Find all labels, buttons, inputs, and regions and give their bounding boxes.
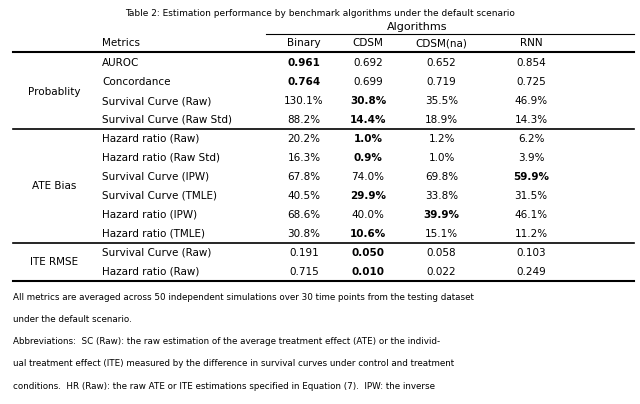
Text: 14.3%: 14.3% (515, 115, 548, 125)
Text: 67.8%: 67.8% (287, 172, 321, 182)
Text: Survival Curve (Raw): Survival Curve (Raw) (102, 248, 212, 258)
Text: Survival Curve (Raw): Survival Curve (Raw) (102, 96, 212, 106)
Text: under the default scenario.: under the default scenario. (13, 315, 132, 324)
Text: AUROC: AUROC (102, 58, 140, 68)
Text: 15.1%: 15.1% (425, 229, 458, 239)
Text: 0.103: 0.103 (516, 248, 546, 258)
Text: 0.719: 0.719 (427, 77, 456, 87)
Text: 3.9%: 3.9% (518, 153, 545, 163)
Text: ual treatment effect (ITE) measured by the difference in survival curves under c: ual treatment effect (ITE) measured by t… (13, 360, 454, 368)
Text: 0.725: 0.725 (516, 77, 546, 87)
Text: 20.2%: 20.2% (287, 134, 321, 144)
Text: 14.4%: 14.4% (349, 115, 387, 125)
Text: Probablity: Probablity (28, 86, 81, 97)
Text: ATE Bias: ATE Bias (32, 181, 77, 191)
Text: 30.8%: 30.8% (287, 229, 321, 239)
Text: 6.2%: 6.2% (518, 134, 545, 144)
Text: Survival Curve (IPW): Survival Curve (IPW) (102, 172, 209, 182)
Text: 0.854: 0.854 (516, 58, 546, 68)
Text: 46.9%: 46.9% (515, 96, 548, 106)
Text: 46.1%: 46.1% (515, 210, 548, 220)
Text: 0.010: 0.010 (351, 267, 385, 277)
Text: 30.8%: 30.8% (350, 96, 386, 106)
Text: Metrics: Metrics (102, 38, 140, 48)
Text: 1.2%: 1.2% (428, 134, 455, 144)
Text: 31.5%: 31.5% (515, 191, 548, 201)
Text: CDSM: CDSM (353, 38, 383, 48)
Text: Abbreviations:  SC (Raw): the raw estimation of the average treatment effect (AT: Abbreviations: SC (Raw): the raw estimat… (13, 337, 440, 346)
Text: 68.6%: 68.6% (287, 210, 321, 220)
Text: Concordance: Concordance (102, 77, 171, 87)
Text: Survival Curve (Raw Std): Survival Curve (Raw Std) (102, 115, 232, 125)
Text: 35.5%: 35.5% (425, 96, 458, 106)
Text: 33.8%: 33.8% (425, 191, 458, 201)
Text: 0.715: 0.715 (289, 267, 319, 277)
Text: 74.0%: 74.0% (351, 172, 385, 182)
Text: 1.0%: 1.0% (353, 134, 383, 144)
Text: 0.9%: 0.9% (353, 153, 383, 163)
Text: 16.3%: 16.3% (287, 153, 321, 163)
Text: 59.9%: 59.9% (513, 172, 549, 182)
Text: CDSM(na): CDSM(na) (415, 38, 468, 48)
Text: 0.652: 0.652 (427, 58, 456, 68)
Text: ITE RMSE: ITE RMSE (30, 257, 79, 267)
Text: 0.050: 0.050 (351, 248, 385, 258)
Text: Hazard ratio (Raw Std): Hazard ratio (Raw Std) (102, 153, 220, 163)
Text: Survival Curve (TMLE): Survival Curve (TMLE) (102, 191, 218, 201)
Text: 0.764: 0.764 (287, 77, 321, 87)
Text: 0.699: 0.699 (353, 77, 383, 87)
Text: Table 2: Estimation performance by benchmark algorithms under the default scenar: Table 2: Estimation performance by bench… (125, 9, 515, 18)
Text: Hazard ratio (IPW): Hazard ratio (IPW) (102, 210, 198, 220)
Text: 130.1%: 130.1% (284, 96, 324, 106)
Text: Algorithms: Algorithms (387, 23, 448, 32)
Text: Hazard ratio (Raw): Hazard ratio (Raw) (102, 267, 200, 277)
Text: conditions.  HR (Raw): the raw ATE or ITE estimations specified in Equation (7).: conditions. HR (Raw): the raw ATE or ITE… (13, 382, 435, 391)
Text: 69.8%: 69.8% (425, 172, 458, 182)
Text: All metrics are averaged across 50 independent simulations over 30 time points f: All metrics are averaged across 50 indep… (13, 293, 474, 302)
Text: Binary: Binary (287, 38, 321, 48)
Text: 0.249: 0.249 (516, 267, 546, 277)
Text: 0.022: 0.022 (427, 267, 456, 277)
Text: 1.0%: 1.0% (428, 153, 455, 163)
Text: Hazard ratio (Raw): Hazard ratio (Raw) (102, 134, 200, 144)
Text: 18.9%: 18.9% (425, 115, 458, 125)
Text: 0.961: 0.961 (287, 58, 321, 68)
Text: 0.692: 0.692 (353, 58, 383, 68)
Text: RNN: RNN (520, 38, 543, 48)
Text: 40.5%: 40.5% (287, 191, 321, 201)
Text: 0.191: 0.191 (289, 248, 319, 258)
Text: 29.9%: 29.9% (350, 191, 386, 201)
Text: 11.2%: 11.2% (515, 229, 548, 239)
Text: 39.9%: 39.9% (424, 210, 460, 220)
Text: 40.0%: 40.0% (351, 210, 385, 220)
Text: 0.058: 0.058 (427, 248, 456, 258)
Text: Hazard ratio (TMLE): Hazard ratio (TMLE) (102, 229, 205, 239)
Text: 88.2%: 88.2% (287, 115, 321, 125)
Text: 10.6%: 10.6% (350, 229, 386, 239)
